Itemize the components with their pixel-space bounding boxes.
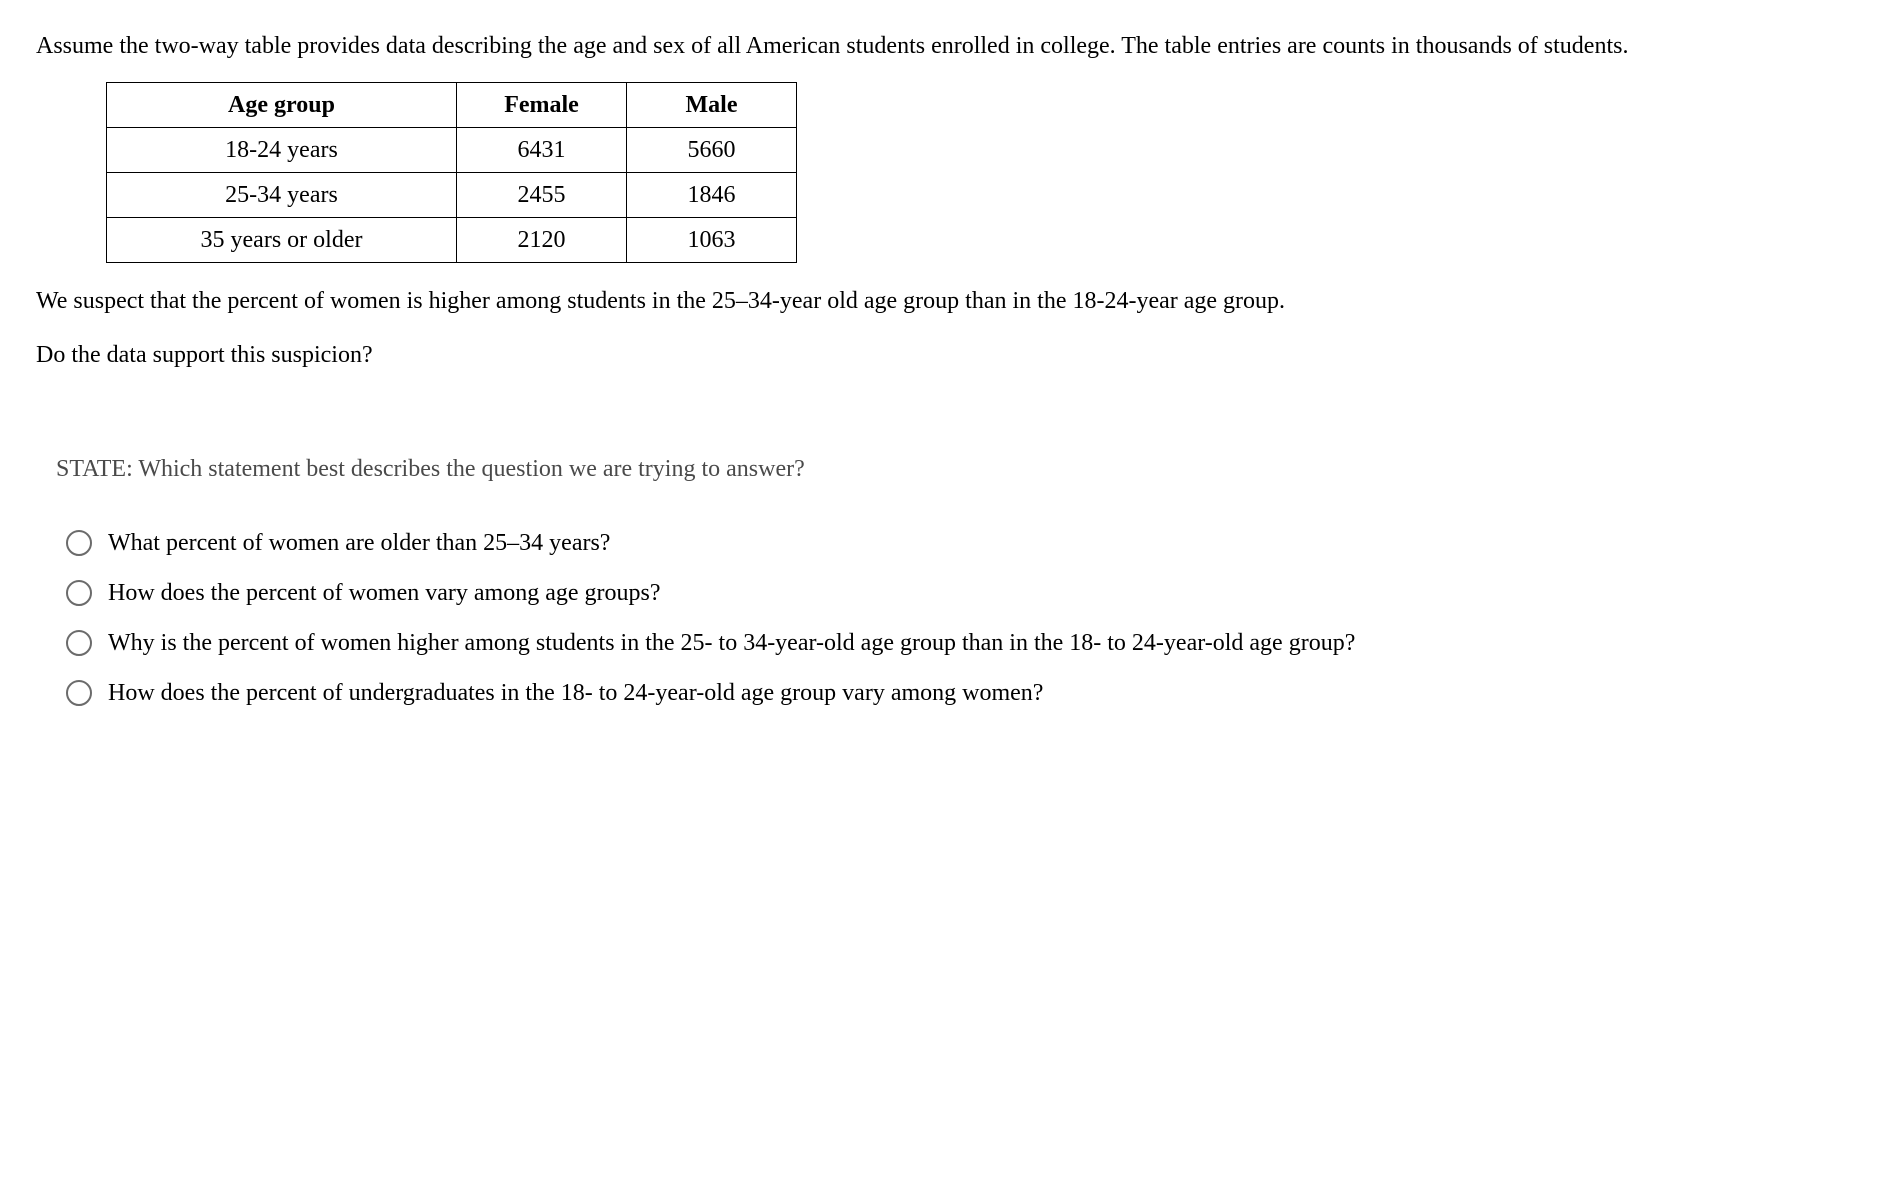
cell-male: 5660 <box>627 128 797 173</box>
cell-age: 35 years or older <box>107 218 457 263</box>
col-header-male: Male <box>627 83 797 128</box>
radio-icon[interactable] <box>66 580 92 606</box>
radio-icon[interactable] <box>66 680 92 706</box>
table-row: 18-24 years 6431 5660 <box>107 128 797 173</box>
cell-male: 1846 <box>627 173 797 218</box>
cell-age: 18-24 years <box>107 128 457 173</box>
suspicion-paragraph: We suspect that the percent of women is … <box>36 283 1848 319</box>
radio-icon[interactable] <box>66 530 92 556</box>
table-header-row: Age group Female Male <box>107 83 797 128</box>
option-text: What percent of women are older than 25–… <box>108 525 1848 561</box>
cell-female: 6431 <box>457 128 627 173</box>
option-text: How does the percent of undergraduates i… <box>108 675 1848 711</box>
question-paragraph: Do the data support this suspicion? <box>36 337 1848 373</box>
data-table: Age group Female Male 18-24 years 6431 5… <box>106 82 797 263</box>
data-table-wrap: Age group Female Male 18-24 years 6431 5… <box>106 82 1848 263</box>
option-row[interactable]: Why is the percent of women higher among… <box>66 625 1848 661</box>
intro-paragraph: Assume the two-way table provides data d… <box>36 28 1848 64</box>
options-group: What percent of women are older than 25–… <box>66 525 1848 711</box>
option-row[interactable]: How does the percent of women vary among… <box>66 575 1848 611</box>
radio-icon[interactable] <box>66 630 92 656</box>
col-header-female: Female <box>457 83 627 128</box>
col-header-age: Age group <box>107 83 457 128</box>
option-row[interactable]: What percent of women are older than 25–… <box>66 525 1848 561</box>
cell-age: 25-34 years <box>107 173 457 218</box>
option-text: How does the percent of women vary among… <box>108 575 1848 611</box>
state-prompt: STATE: Which statement best describes th… <box>56 451 1848 487</box>
cell-female: 2455 <box>457 173 627 218</box>
cell-male: 1063 <box>627 218 797 263</box>
table-row: 25-34 years 2455 1846 <box>107 173 797 218</box>
cell-female: 2120 <box>457 218 627 263</box>
option-row[interactable]: How does the percent of undergraduates i… <box>66 675 1848 711</box>
table-row: 35 years or older 2120 1063 <box>107 218 797 263</box>
option-text: Why is the percent of women higher among… <box>108 625 1848 661</box>
